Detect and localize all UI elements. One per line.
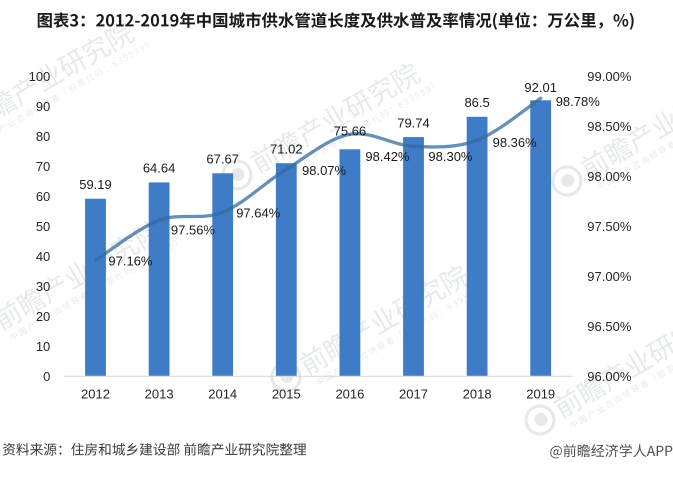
svg-text:70: 70 bbox=[36, 159, 50, 174]
svg-text:64.64: 64.64 bbox=[143, 161, 176, 176]
svg-text:97.50%: 97.50% bbox=[587, 219, 632, 234]
svg-text:2017: 2017 bbox=[399, 387, 428, 402]
svg-text:97.64%: 97.64% bbox=[236, 206, 281, 221]
svg-text:71.02: 71.02 bbox=[270, 142, 303, 157]
svg-text:2014: 2014 bbox=[208, 387, 237, 402]
svg-text:98.42%: 98.42% bbox=[365, 149, 410, 164]
svg-text:98.30%: 98.30% bbox=[428, 149, 473, 164]
svg-text:97.00%: 97.00% bbox=[587, 269, 632, 284]
svg-text:98.00%: 98.00% bbox=[587, 169, 632, 184]
svg-text:98.36%: 98.36% bbox=[493, 135, 538, 150]
svg-text:2019: 2019 bbox=[526, 387, 555, 402]
svg-text:97.16%: 97.16% bbox=[108, 254, 153, 269]
svg-text:50: 50 bbox=[36, 219, 50, 234]
svg-text:90: 90 bbox=[36, 99, 50, 114]
svg-text:2018: 2018 bbox=[463, 387, 492, 402]
svg-text:20: 20 bbox=[36, 309, 50, 324]
svg-text:98.78%: 98.78% bbox=[556, 94, 601, 109]
svg-text:10: 10 bbox=[36, 339, 50, 354]
svg-text:59.19: 59.19 bbox=[79, 177, 112, 192]
svg-text:100: 100 bbox=[29, 69, 51, 84]
svg-text:40: 40 bbox=[36, 249, 50, 264]
svg-text:2013: 2013 bbox=[145, 387, 174, 402]
svg-text:97.56%: 97.56% bbox=[171, 223, 216, 238]
svg-text:79.74: 79.74 bbox=[397, 115, 430, 130]
svg-text:98.50%: 98.50% bbox=[587, 119, 632, 134]
svg-text:86.5: 86.5 bbox=[464, 95, 489, 110]
svg-text:96.00%: 96.00% bbox=[587, 369, 632, 384]
svg-text:2015: 2015 bbox=[272, 387, 301, 402]
svg-text:2012: 2012 bbox=[81, 387, 110, 402]
svg-text:92.01: 92.01 bbox=[524, 80, 557, 95]
svg-text:80: 80 bbox=[36, 129, 50, 144]
svg-text:60: 60 bbox=[36, 189, 50, 204]
svg-text:99.00%: 99.00% bbox=[587, 69, 632, 84]
svg-text:75.66: 75.66 bbox=[334, 124, 367, 139]
svg-text:96.50%: 96.50% bbox=[587, 319, 632, 334]
svg-text:98.07%: 98.07% bbox=[302, 163, 347, 178]
svg-text:30: 30 bbox=[36, 279, 50, 294]
svg-text:0: 0 bbox=[43, 369, 50, 384]
svg-text:67.67: 67.67 bbox=[206, 152, 239, 167]
svg-text:2016: 2016 bbox=[335, 387, 364, 402]
